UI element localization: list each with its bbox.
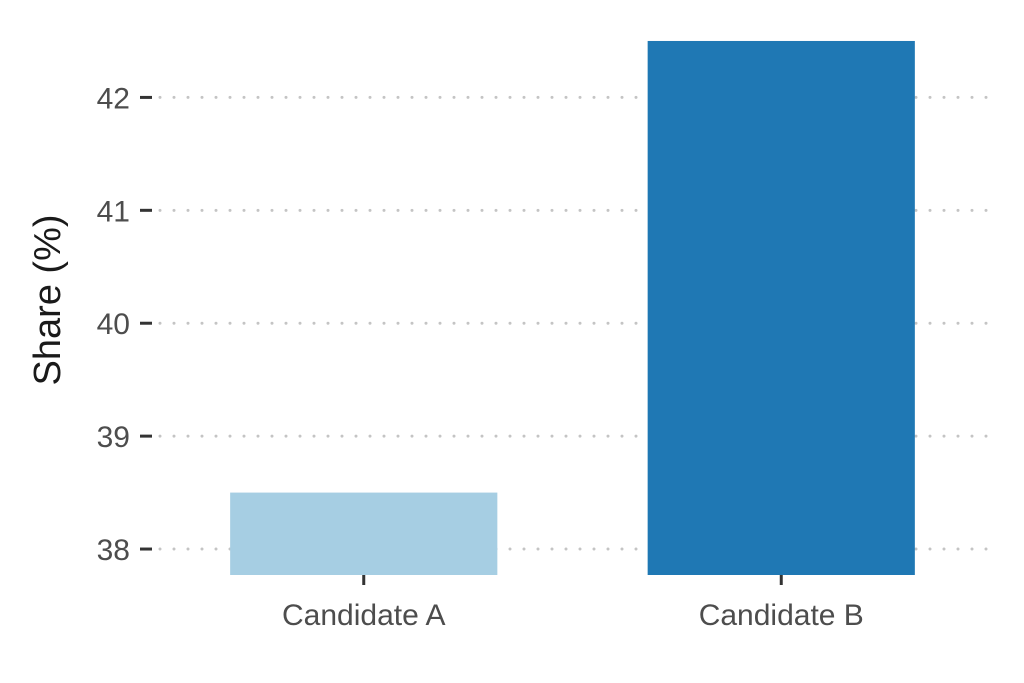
- x-axis: Candidate A Candidate B: [282, 575, 864, 632]
- x-tick-label: Candidate A: [282, 599, 445, 632]
- y-axis-title: Share (%): [27, 214, 69, 385]
- y-tick-label: 38: [97, 534, 130, 567]
- bar-candidate-b: [647, 40, 915, 575]
- bars: [230, 40, 915, 575]
- y-tick-label: 42: [97, 82, 130, 115]
- x-tick-label: Candidate B: [699, 599, 864, 632]
- bar-candidate-a: [230, 492, 498, 575]
- y-tick-label: 39: [97, 421, 130, 454]
- y-axis: 38 39 40 41 42: [97, 82, 152, 567]
- y-tick-label: 40: [97, 308, 130, 341]
- y-tick-label: 41: [97, 195, 130, 228]
